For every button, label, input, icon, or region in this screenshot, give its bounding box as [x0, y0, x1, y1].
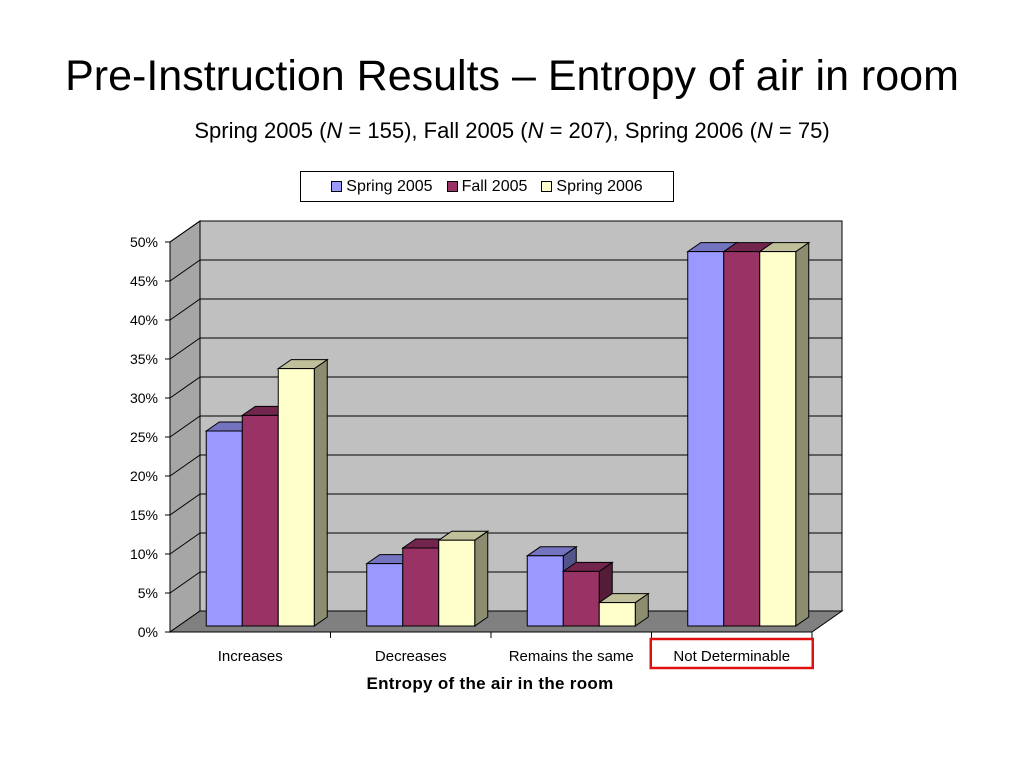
highlight-box — [649, 637, 814, 670]
gridline-side — [169, 532, 201, 555]
bar-spring-2006 — [598, 602, 636, 627]
bar-side-spring-2006 — [313, 358, 328, 627]
subtitle-part-1: Spring 2005 ( — [194, 118, 327, 143]
x-tick-label: Increases — [218, 648, 283, 665]
y-tick-label: 0% — [138, 624, 158, 640]
bar-side-spring-2006 — [474, 530, 489, 627]
gridline-side — [169, 220, 201, 243]
gridline-side — [169, 571, 201, 594]
legend-label-spring-2005: Spring 2005 — [346, 177, 433, 195]
bar-spring-2005 — [687, 251, 725, 627]
legend-item-spring-2005: Spring 2005 — [331, 177, 433, 196]
bar-fall-2005 — [402, 547, 440, 627]
legend-label-spring-2006: Spring 2006 — [556, 177, 643, 195]
subtitle-n-label-3: N — [756, 118, 773, 143]
chart-legend: Spring 2005 Fall 2005 Spring 2006 — [300, 171, 674, 202]
y-tick-label: 15% — [130, 507, 158, 523]
bar-spring-2006 — [277, 368, 315, 627]
y-tick-label: 25% — [130, 429, 158, 445]
bar-fall-2005 — [562, 570, 600, 627]
legend-swatch-fall-2005 — [446, 181, 458, 192]
gridline-side — [169, 259, 201, 282]
gridline-side — [169, 337, 201, 360]
gridline-side — [169, 415, 201, 438]
x-tick-label: Decreases — [375, 648, 447, 665]
y-tick-label: 40% — [130, 312, 158, 328]
bar-side-spring-2006 — [795, 241, 810, 627]
subtitle-n-label-1: N — [326, 118, 343, 143]
legend-label-fall-2005: Fall 2005 — [461, 177, 528, 195]
gridline-side — [169, 376, 201, 399]
y-tick-label: 50% — [130, 234, 158, 250]
subtitle-part-4: = 75) — [772, 118, 830, 143]
bar-fall-2005 — [241, 414, 279, 627]
bar-spring-2006 — [438, 539, 476, 627]
gridline-side — [169, 298, 201, 321]
legend-item-spring-2006: Spring 2006 — [541, 177, 643, 196]
gridline-side — [169, 493, 201, 516]
bar-spring-2005 — [526, 555, 564, 627]
bar-spring-2005 — [205, 430, 243, 627]
bar-spring-2006 — [759, 251, 797, 627]
legend-item-fall-2005: Fall 2005 — [446, 177, 528, 196]
y-tick-label: 35% — [130, 351, 158, 367]
bar-spring-2005 — [366, 563, 404, 627]
x-axis-title: Entropy of the air in the room — [366, 674, 614, 693]
bar-fall-2005 — [723, 251, 761, 627]
y-tick-label: 30% — [130, 390, 158, 406]
x-tick-label: Not Determinable — [673, 648, 790, 665]
legend-swatch-spring-2006 — [541, 181, 553, 192]
y-tick-label: 5% — [138, 585, 158, 601]
slide-subtitle: Spring 2005 (N = 155), Fall 2005 (N = 20… — [0, 116, 1024, 146]
subtitle-part-3: = 207), Spring 2006 ( — [543, 118, 757, 143]
x-tick-label: Remains the same — [509, 648, 634, 665]
y-tick-label: 45% — [130, 273, 158, 289]
y-tick-label: 10% — [130, 546, 158, 562]
y-tick-label: 20% — [130, 468, 158, 484]
gridline-side — [169, 454, 201, 477]
legend-swatch-spring-2005 — [331, 181, 343, 192]
subtitle-n-label-2: N — [527, 118, 544, 143]
subtitle-part-2: = 155), Fall 2005 ( — [342, 118, 528, 143]
slide-title: Pre-Instruction Results – Entropy of air… — [65, 52, 959, 100]
